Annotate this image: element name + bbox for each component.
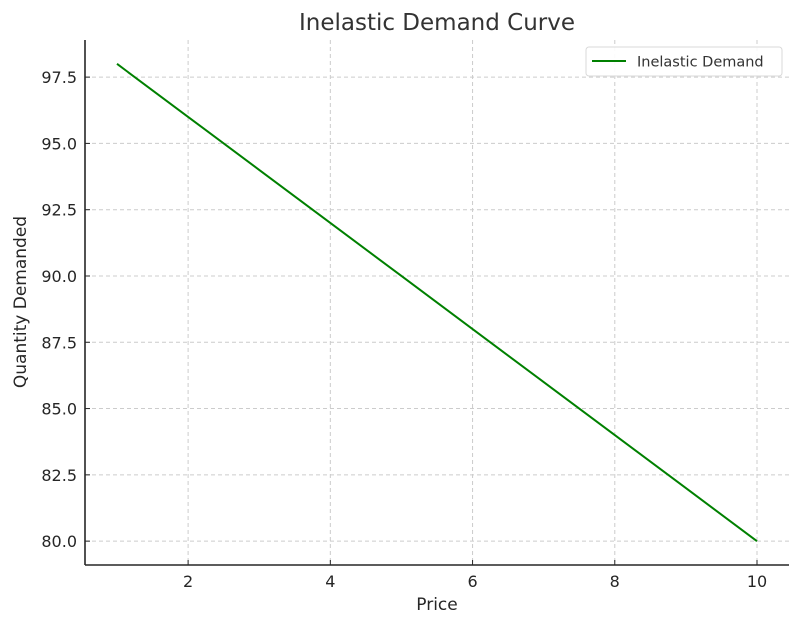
y-axis-ticks: 80.0 82.5 85.0 87.5 90.0 92.5 95.0 97.5 bbox=[41, 68, 90, 551]
y-tick-label: 95.0 bbox=[41, 134, 77, 153]
x-axis-label: Price bbox=[416, 595, 457, 615]
x-tick-label: 8 bbox=[610, 572, 620, 591]
gridlines bbox=[85, 40, 789, 565]
legend-label: Inelastic Demand bbox=[637, 55, 764, 71]
y-axis-label: Quantity Demanded bbox=[11, 216, 31, 388]
x-tick-label: 6 bbox=[467, 572, 477, 591]
y-tick-label: 82.5 bbox=[41, 466, 77, 485]
y-tick-label: 90.0 bbox=[41, 267, 77, 286]
series-line-inelastic-demand bbox=[116, 63, 758, 542]
x-tick-label: 10 bbox=[747, 572, 767, 591]
y-tick-label: 87.5 bbox=[41, 333, 77, 352]
legend-frame bbox=[585, 46, 783, 77]
y-tick-label: 92.5 bbox=[41, 201, 77, 220]
x-tick-label: 4 bbox=[325, 572, 335, 591]
y-tick-label: 80.0 bbox=[41, 532, 77, 551]
y-tick-label: 85.0 bbox=[41, 400, 77, 419]
legend: Inelastic Demand bbox=[585, 46, 783, 77]
chart-title: Inelastic Demand Curve bbox=[299, 10, 575, 36]
y-tick-label: 97.5 bbox=[41, 68, 77, 87]
plot-area bbox=[116, 63, 758, 542]
x-tick-label: 2 bbox=[183, 572, 193, 591]
x-axis-ticks: 2 4 6 8 10 bbox=[183, 560, 767, 591]
